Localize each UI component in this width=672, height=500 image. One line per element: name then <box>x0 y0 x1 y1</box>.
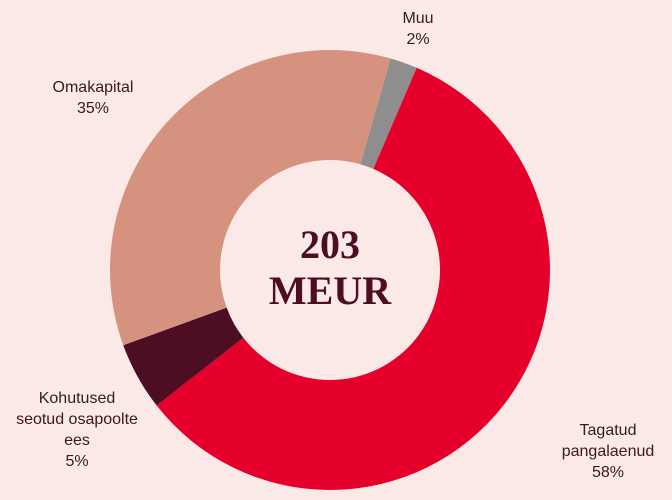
category-name: Muu <box>402 10 434 27</box>
donut-segment <box>360 58 417 169</box>
donut-segment <box>109 49 391 346</box>
donut-segment <box>123 307 244 406</box>
value-label: 5% <box>65 453 89 470</box>
segment-label: Muu 2% <box>388 8 448 50</box>
value-label: 58% <box>591 464 625 481</box>
segment-label: Omakapital 35% <box>38 77 148 119</box>
category-name: Omakapital <box>52 79 134 96</box>
donut-segment <box>156 67 551 491</box>
segment-label: Kohutused seotud osapoolte ees 5% <box>15 388 140 472</box>
value-label: 2% <box>406 31 430 48</box>
center-label: 203 MEUR <box>268 222 392 313</box>
category-name: Tagatud pangalaenud <box>561 422 655 460</box>
segment-label: Tagatud pangalaenud 58% <box>553 420 663 483</box>
value-label: 35% <box>76 100 110 117</box>
category-name: Kohutused seotud osapoolte ees <box>16 390 138 449</box>
